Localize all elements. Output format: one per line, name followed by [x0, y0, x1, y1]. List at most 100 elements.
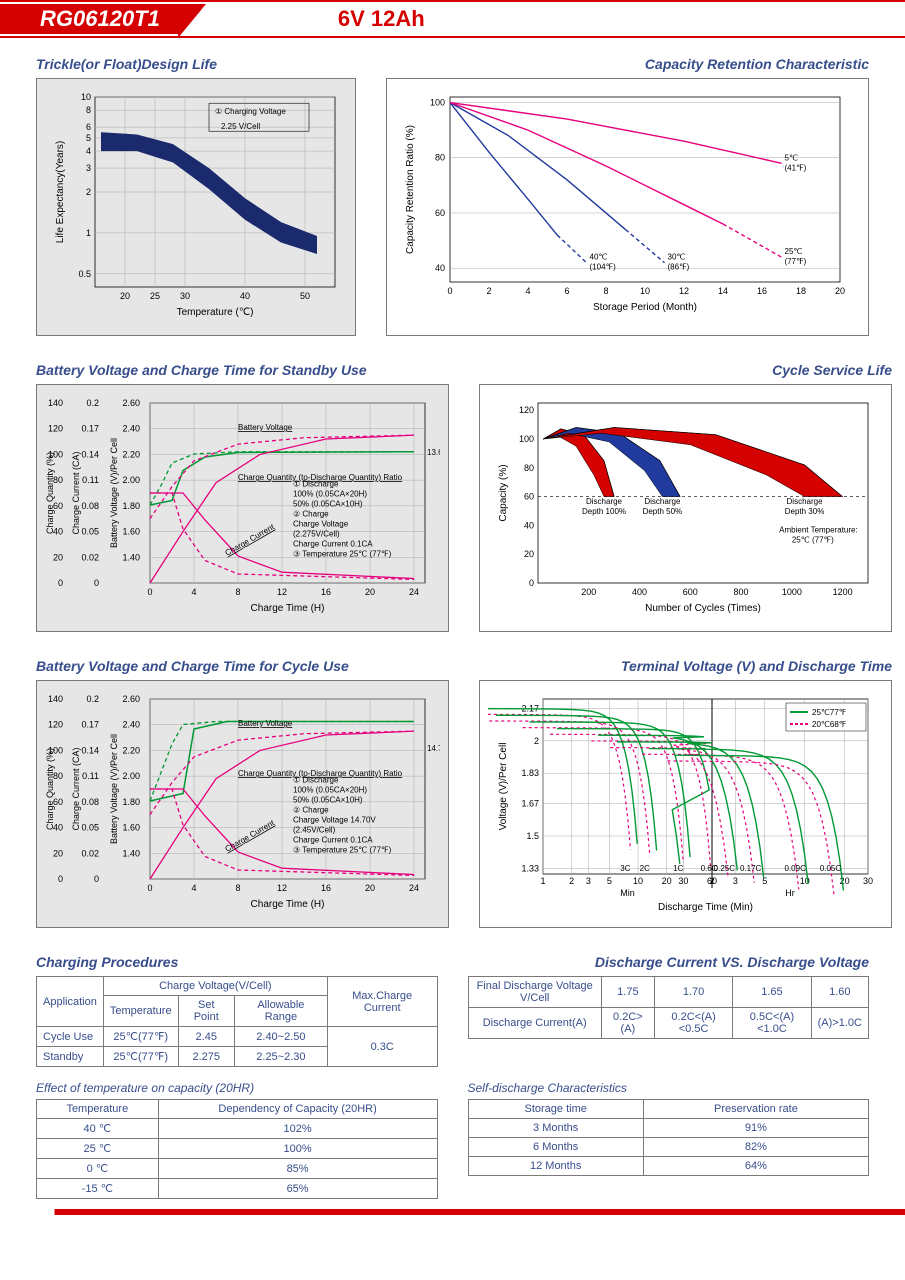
svg-text:14: 14 — [718, 286, 728, 296]
svg-text:0.08: 0.08 — [81, 797, 99, 807]
svg-text:100: 100 — [430, 98, 445, 108]
svg-text:24: 24 — [409, 883, 419, 893]
t1-sp-h: Set Point — [178, 996, 234, 1027]
t2-r1h: Final Discharge Voltage V/Cell — [468, 977, 601, 1008]
svg-text:0.17: 0.17 — [81, 424, 99, 434]
svg-text:12: 12 — [277, 883, 287, 893]
svg-text:8: 8 — [603, 286, 608, 296]
svg-text:Number of Cycles (Times): Number of Cycles (Times) — [645, 603, 761, 614]
svg-text:6: 6 — [86, 122, 91, 132]
table1-title: Charging Procedures — [36, 954, 438, 970]
svg-text:② Charge: ② Charge — [293, 806, 329, 815]
svg-text:2: 2 — [534, 736, 539, 746]
svg-text:24: 24 — [409, 587, 419, 597]
svg-text:5: 5 — [86, 133, 91, 143]
svg-text:14.70V: 14.70V — [427, 744, 440, 753]
svg-text:3: 3 — [733, 876, 738, 886]
svg-text:40: 40 — [240, 291, 250, 301]
svg-text:(2.275V/Cell): (2.275V/Cell) — [293, 530, 340, 539]
svg-text:Battery Voltage (V)/Per Cell: Battery Voltage (V)/Per Cell — [109, 734, 119, 844]
svg-text:6: 6 — [564, 286, 569, 296]
svg-text:Life Expectancy(Years): Life Expectancy(Years) — [55, 141, 66, 243]
svg-text:20: 20 — [120, 291, 130, 301]
svg-text:Discharge: Discharge — [787, 497, 824, 506]
svg-text:25℃: 25℃ — [785, 247, 803, 256]
chart1-title: Trickle(or Float)Design Life — [36, 56, 356, 72]
svg-text:1.60: 1.60 — [122, 527, 140, 537]
svg-text:Discharge: Discharge — [586, 497, 623, 506]
t1-r1-app: Standby — [37, 1047, 104, 1067]
svg-text:50% (0.05CA×10H): 50% (0.05CA×10H) — [293, 500, 363, 509]
svg-text:2.40: 2.40 — [122, 720, 140, 730]
svg-text:Discharge: Discharge — [644, 497, 681, 506]
svg-text:0.2: 0.2 — [86, 398, 99, 408]
svg-text:Depth 50%: Depth 50% — [643, 507, 683, 516]
svg-text:0.09C: 0.09C — [785, 864, 807, 873]
svg-text:3: 3 — [586, 876, 591, 886]
svg-text:12: 12 — [679, 286, 689, 296]
chart2-title: Capacity Retention Characteristic — [386, 56, 869, 72]
svg-text:20: 20 — [524, 549, 534, 559]
svg-text:Min: Min — [620, 888, 635, 898]
svg-text:50: 50 — [300, 291, 310, 301]
svg-text:① Discharge: ① Discharge — [293, 776, 339, 785]
svg-text:8: 8 — [86, 105, 91, 115]
chart5: 02040608010012014000.020.050.080.110.140… — [36, 680, 449, 928]
svg-text:8: 8 — [235, 883, 240, 893]
svg-text:Charge Quantity (%): Charge Quantity (%) — [45, 748, 55, 830]
svg-text:Charge Current 0.1CA: Charge Current 0.1CA — [293, 540, 373, 549]
chart3: 02040608010012014000.020.050.080.110.140… — [36, 384, 449, 632]
svg-text:Battery Voltage: Battery Voltage — [238, 719, 293, 728]
t1-r1-sp: 2.275 — [178, 1047, 234, 1067]
svg-text:20: 20 — [365, 587, 375, 597]
temp-capacity-table: TemperatureDependency of Capacity (20HR)… — [36, 1099, 438, 1199]
t1-r0-sp: 2.45 — [178, 1027, 234, 1047]
svg-text:0: 0 — [58, 578, 63, 588]
svg-text:Ambient Temperature:: Ambient Temperature: — [779, 526, 858, 535]
svg-text:60: 60 — [435, 208, 445, 218]
svg-text:(86℉): (86℉) — [668, 263, 690, 272]
svg-text:0.11: 0.11 — [82, 771, 99, 781]
t4-h1: Preservation rate — [643, 1100, 868, 1119]
svg-text:0.02: 0.02 — [81, 848, 99, 858]
svg-text:2: 2 — [486, 286, 491, 296]
svg-text:Capacity Retention Ratio (%): Capacity Retention Ratio (%) — [405, 125, 416, 254]
svg-text:30: 30 — [863, 876, 873, 886]
svg-text:1.40: 1.40 — [122, 552, 140, 562]
header-bar: RG06120T1 6V 12Ah — [0, 0, 905, 38]
svg-text:Battery Voltage: Battery Voltage — [238, 423, 293, 432]
svg-text:140: 140 — [48, 694, 63, 704]
t1-ar-h: Allowable Range — [234, 996, 327, 1027]
charging-procedures-table: Application Charge Voltage(V/Cell) Max.C… — [36, 976, 438, 1067]
svg-text:10: 10 — [640, 286, 650, 296]
svg-text:16: 16 — [321, 883, 331, 893]
t1-temp-h: Temperature — [103, 996, 178, 1027]
svg-text:0: 0 — [58, 874, 63, 884]
svg-text:18: 18 — [796, 286, 806, 296]
svg-text:16: 16 — [321, 587, 331, 597]
t2-r2-3: (A)>1.0C — [811, 1008, 868, 1039]
svg-text:20℃68℉: 20℃68℉ — [812, 720, 847, 729]
svg-text:0.08: 0.08 — [81, 501, 99, 511]
svg-text:(2.45V/Cell): (2.45V/Cell) — [293, 826, 336, 835]
svg-text:20: 20 — [662, 876, 672, 886]
svg-text:2.00: 2.00 — [122, 771, 140, 781]
svg-text:0.17C: 0.17C — [740, 864, 762, 873]
svg-text:2: 2 — [86, 187, 91, 197]
svg-text:Depth 100%: Depth 100% — [582, 507, 626, 516]
svg-text:60: 60 — [524, 492, 534, 502]
table3-title: Effect of temperature on capacity (20HR) — [36, 1081, 438, 1095]
svg-text:80: 80 — [524, 463, 534, 473]
t3-h1: Dependency of Capacity (20HR) — [158, 1100, 437, 1119]
svg-text:40: 40 — [435, 263, 445, 273]
svg-text:0.05: 0.05 — [81, 823, 99, 833]
svg-text:Capacity (%): Capacity (%) — [498, 464, 509, 521]
svg-text:20: 20 — [365, 883, 375, 893]
svg-text:0: 0 — [447, 286, 452, 296]
svg-text:1.60: 1.60 — [122, 823, 140, 833]
svg-text:120: 120 — [519, 405, 534, 415]
t4-r01: 91% — [643, 1119, 868, 1138]
t4-r20: 12 Months — [468, 1157, 643, 1176]
svg-text:(77℉): (77℉) — [785, 257, 807, 266]
svg-text:1C: 1C — [673, 864, 683, 873]
